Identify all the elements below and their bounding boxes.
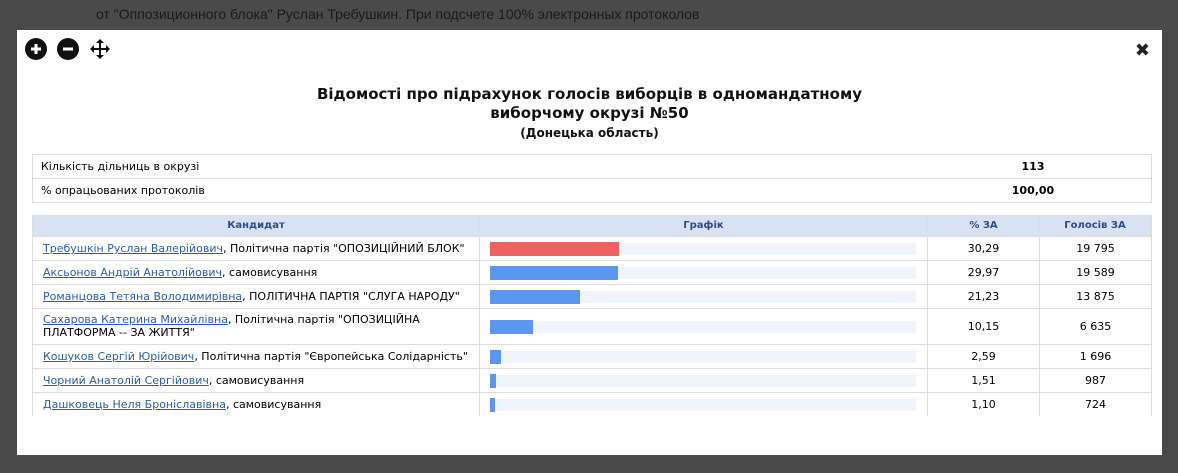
table-row: Сахарова Катерина Михайлівна, Політична …	[33, 308, 1151, 344]
candidate-link[interactable]: Аксьонов Андрій Анатолійович	[43, 266, 223, 279]
column-header: Голосів ЗА	[1040, 215, 1151, 236]
bar	[490, 319, 534, 334]
background-text: от "Оппозиционного блока" Руслан Требушк…	[96, 6, 700, 22]
title: виборчому окрузі №50	[490, 104, 689, 122]
info-label: Кількість дільниць в окрузі	[41, 160, 200, 173]
graph-cell	[480, 285, 928, 308]
party: , самовисування	[208, 374, 305, 387]
subtitle: (Донецька область)	[520, 126, 659, 140]
info-row: % опрацьованих протоколів 100,00	[33, 179, 1151, 202]
bar	[490, 241, 620, 256]
info-value: 100,00	[1011, 184, 1055, 197]
candidate-link[interactable]: Сахарова Катерина Михайлівна	[43, 313, 228, 326]
table-row: Романцова Тетяна Володимирівна, ПОЛІТИЧН…	[33, 284, 1151, 308]
move[interactable]	[89, 38, 111, 60]
candidate-cell: Чорний Анатолій Сергійович, самовисуванн…	[33, 369, 480, 392]
info-label: % опрацьованих протоколів	[41, 184, 205, 197]
percent: 10,15	[928, 309, 1040, 344]
title: Відомості про підрахунок голосів виборці…	[316, 85, 862, 103]
bar-track	[490, 374, 916, 387]
percent: 30,29	[928, 237, 1040, 260]
graph-cell	[480, 393, 928, 416]
bar-track	[490, 290, 916, 303]
graph-cell	[480, 369, 928, 392]
modal: ✖ Відомості про підрахунок голосів вибор…	[17, 30, 1162, 455]
candidate-cell: Кошуков Сергій Юрійович, Політична парті…	[33, 345, 480, 368]
close-button[interactable]: ✖	[1134, 40, 1150, 61]
candidate-cell: Сахарова Катерина Михайлівна, Політична …	[33, 309, 480, 344]
bar-track	[490, 350, 916, 363]
party: , Політична партія "Європейська Солідарн…	[194, 350, 468, 363]
bar	[490, 373, 497, 388]
candidate-link[interactable]: Романцова Тетяна Володимирівна	[43, 290, 243, 303]
graph-cell	[480, 237, 928, 260]
votes: 6 635	[1079, 320, 1112, 333]
zoom-out[interactable]	[57, 38, 79, 60]
percent: 21,23	[928, 285, 1040, 308]
table-row: Аксьонов Андрій Анатолійович, самовисува…	[33, 260, 1151, 284]
bar	[490, 349, 502, 364]
column-header: Кандидат	[33, 215, 480, 236]
column-header: % ЗА	[928, 215, 1040, 236]
info-row: Кількість дільниць в окрузі 113	[33, 155, 1151, 179]
info-table: Кількість дільниць в окрузі 113 % опрацьов…	[32, 154, 1152, 203]
votes: 987	[1085, 374, 1106, 387]
graph-cell	[480, 345, 928, 368]
report: Відомості про підрахунок голосів виборці…	[17, 70, 1162, 428]
party: , ПОЛІТИЧНА ПАРТІЯ "СЛУГА НАРОДУ"	[242, 290, 460, 303]
candidate-link[interactable]: Требушкін Руслан Валерійович	[43, 242, 224, 255]
table-row: Чорний Анатолій Сергійович, самовисуванн…	[33, 368, 1151, 392]
header-row: Кандидат Графік% ЗА Голосів ЗА	[33, 215, 1151, 236]
votes: 1 696	[1079, 350, 1112, 363]
party: , Політична партія "ОПОЗИЦІЙНА ПЛАТФОРМА…	[43, 313, 420, 339]
candidate-cell: Дашковець Неля Броніславівна, самовисува…	[33, 393, 480, 416]
candidate-cell: Аксьонов Андрій Анатолійович, самовисува…	[33, 261, 480, 284]
party: , самовисування	[225, 398, 322, 411]
bar	[490, 265, 618, 280]
percent: 29,97	[928, 261, 1040, 284]
bar	[490, 289, 581, 304]
column-header: Графік	[480, 215, 928, 236]
candidate-link[interactable]: Дашковець Неля Броніславівна	[43, 398, 226, 411]
percent: 2,59	[928, 345, 1040, 368]
candidate-cell: Требушкін Руслан Валерійович, Політична …	[33, 237, 480, 260]
votes: 19 589	[1076, 266, 1115, 279]
graph-cell	[480, 309, 928, 344]
votes: 19 795	[1076, 242, 1115, 255]
table-row: Требушкін Руслан Валерійович, Політична …	[33, 236, 1151, 260]
zoom-in[interactable]	[25, 38, 47, 60]
party: , самовисування	[222, 266, 318, 279]
graph-cell	[480, 261, 928, 284]
info-value: 113	[1021, 160, 1045, 173]
votes: 13 875	[1076, 290, 1115, 303]
candidate-cell: Романцова Тетяна Володимирівна, ПОЛІТИЧН…	[33, 285, 480, 308]
candidate-link[interactable]: Чорний Анатолій Сергійович	[43, 374, 209, 387]
bar-track	[490, 320, 916, 333]
percent: 1,10	[928, 393, 1040, 416]
table-row: Кошуков Сергій Юрійович, Політична парті…	[33, 344, 1151, 368]
percent: 1,51	[928, 369, 1040, 392]
bar-track	[490, 398, 916, 411]
bar	[490, 397, 495, 412]
results-table: Кандидат Графік% ЗА Голосів ЗА Требушкін Ру…	[32, 215, 1152, 416]
party: , Політична партія "ОПОЗИЦІЙНИЙ БЛОК"	[223, 242, 465, 255]
votes: 724	[1085, 398, 1106, 411]
candidate-link[interactable]: Кошуков Сергій Юрійович	[43, 350, 195, 363]
table-row: Дашковець Неля Броніславівна, самовисува…	[33, 392, 1151, 416]
